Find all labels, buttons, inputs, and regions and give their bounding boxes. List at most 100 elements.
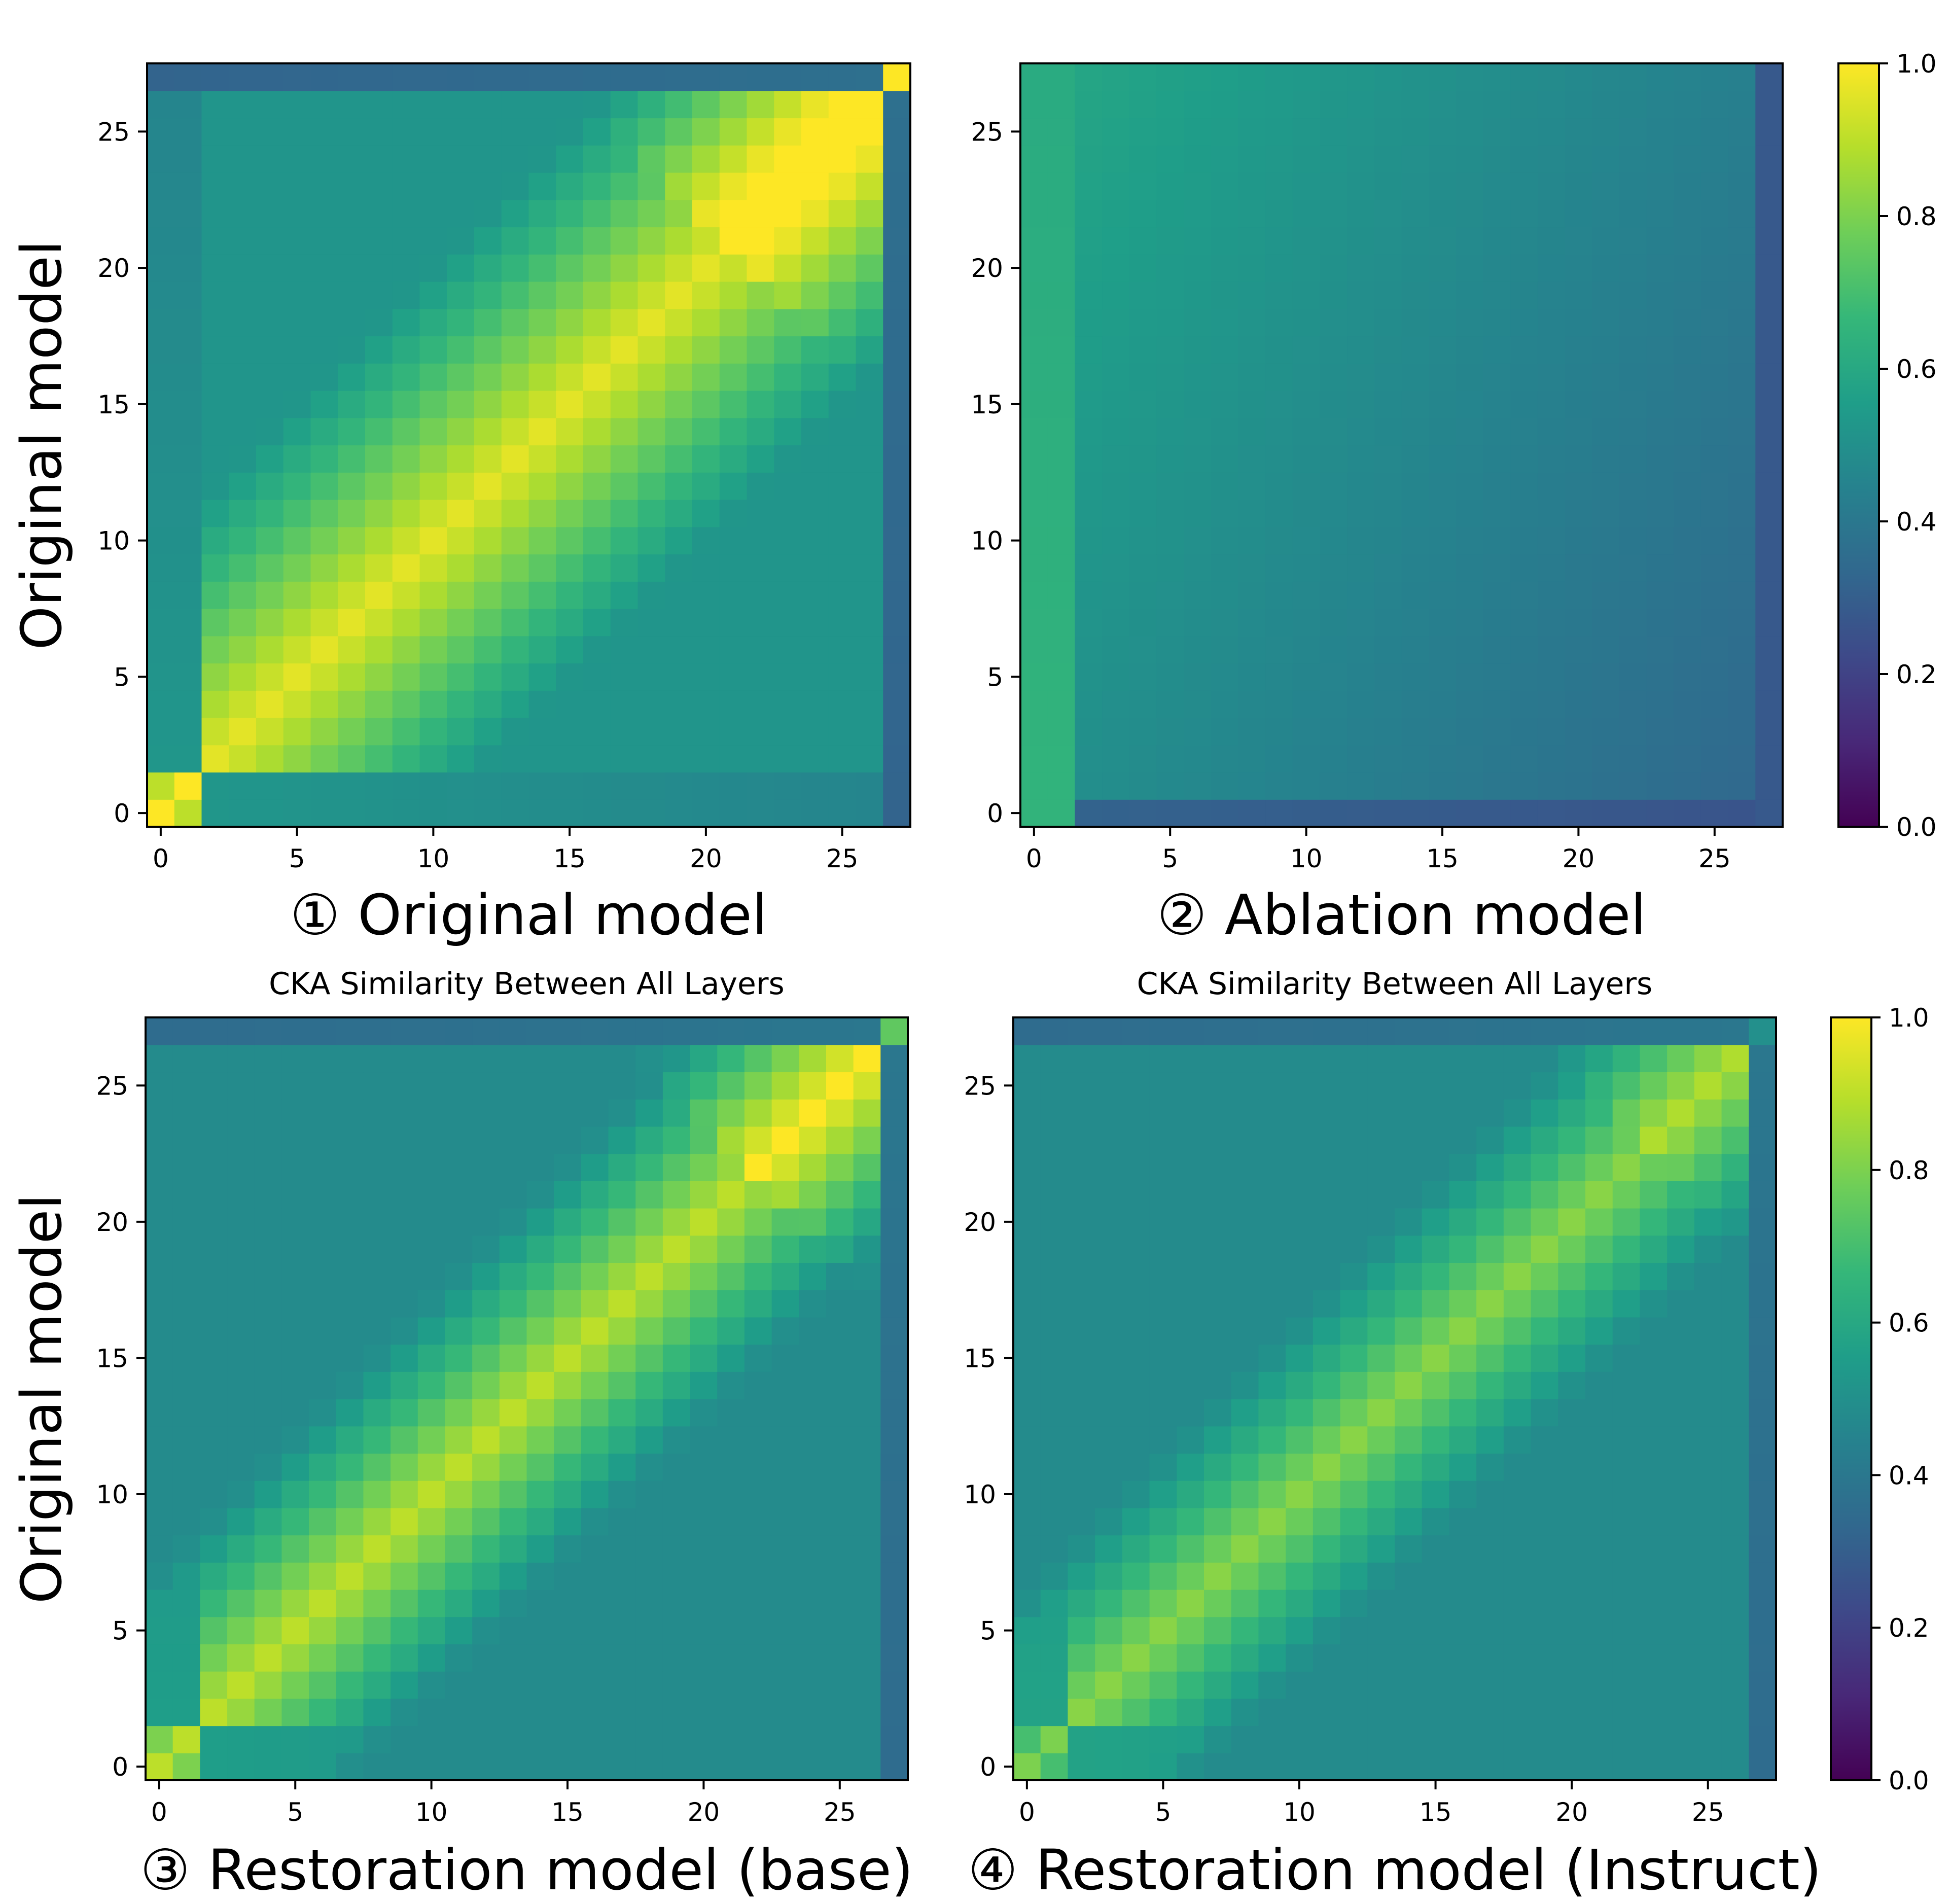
heatmap-cell	[1429, 254, 1457, 282]
heatmap-cell	[1149, 1698, 1177, 1726]
heatmap-cell	[1749, 1317, 1777, 1345]
heatmap-cell	[692, 609, 720, 637]
heatmap-cell	[1721, 1562, 1749, 1590]
heatmap-cell	[1347, 118, 1375, 146]
heatmap-cell	[1149, 1153, 1177, 1181]
heatmap-cell	[201, 417, 229, 446]
heatmap-cell	[1340, 1671, 1368, 1699]
heatmap-cell	[1700, 445, 1729, 473]
heatmap-cell	[1238, 745, 1266, 773]
x-axis-ticks: 0 5 10 15 20 25	[1019, 1780, 1724, 1827]
heatmap-cell	[474, 690, 502, 718]
heatmap-cell	[1340, 1480, 1368, 1508]
heatmap-cell	[1292, 636, 1321, 664]
heatmap-cell	[1184, 636, 1212, 664]
heatmap-cell	[1238, 718, 1266, 746]
heatmap-cell	[172, 1535, 200, 1563]
heatmap-cell	[883, 145, 911, 173]
heatmap-cell	[256, 281, 284, 309]
heatmap-cell	[200, 1371, 228, 1399]
heatmap-cell	[1265, 281, 1293, 309]
heatmap-cell	[227, 1616, 255, 1645]
heatmap-cell	[200, 1017, 228, 1045]
heatmap-cell	[1184, 500, 1212, 527]
x-tick-label: 0	[1026, 844, 1042, 873]
heatmap-cell	[363, 1371, 391, 1399]
heatmap-cell	[1231, 1616, 1259, 1645]
heatmap-cell	[1531, 1235, 1558, 1263]
heatmap-cell	[1674, 745, 1701, 773]
y-tick-label: 20	[964, 1208, 996, 1237]
heatmap-cell	[309, 1698, 337, 1726]
heatmap-cell	[1483, 745, 1511, 773]
heatmap-cell	[635, 1698, 663, 1726]
heatmap-cell	[200, 1480, 228, 1508]
heatmap-cell	[1122, 1698, 1150, 1726]
heatmap-cell	[853, 1590, 881, 1617]
heatmap-cell	[1320, 336, 1348, 364]
heatmap-cell	[608, 1698, 636, 1726]
heatmap-cell	[1320, 609, 1348, 637]
heatmap-cell	[801, 690, 829, 718]
heatmap-cell	[853, 1480, 881, 1508]
heatmap-cell	[744, 1044, 772, 1073]
heatmap-cell	[365, 718, 393, 746]
heatmap-cell	[254, 1562, 282, 1590]
heatmap-cell	[310, 417, 338, 446]
heatmap-cell	[419, 663, 447, 691]
heatmap-cell	[528, 90, 556, 119]
heatmap-cell	[637, 581, 665, 609]
heatmap-cell	[1177, 1317, 1204, 1345]
heatmap-cell	[499, 1698, 527, 1726]
heatmap-cell	[363, 1644, 391, 1672]
heatmap-cell	[610, 663, 639, 691]
x-axis-ticks: 0 5 10 15 20 25	[151, 1780, 856, 1827]
heatmap-cell	[1292, 772, 1321, 800]
heatmap-cell	[174, 308, 202, 337]
heatmap-cell	[556, 526, 584, 555]
heatmap-cell	[1286, 1480, 1314, 1508]
heatmap-cell	[283, 554, 311, 582]
heatmap-cell	[1258, 1590, 1286, 1617]
heatmap-cell	[744, 1235, 772, 1263]
heatmap-cell	[1156, 500, 1184, 527]
heatmap-cell	[365, 526, 393, 555]
heatmap-cell	[1231, 1371, 1259, 1399]
heatmap-cell	[637, 554, 665, 582]
heatmap-cell	[1694, 1426, 1722, 1454]
heatmap-cell	[801, 63, 829, 91]
heatmap-cell	[665, 391, 693, 418]
heatmap-cell	[1429, 554, 1457, 582]
heatmap-cell	[1102, 145, 1130, 173]
heatmap-cell	[363, 1399, 391, 1427]
heatmap-cell	[256, 718, 284, 746]
heatmap-cell	[419, 445, 447, 473]
heatmap-cell	[1347, 172, 1375, 200]
heatmap-cell	[528, 445, 556, 473]
heatmap-cell	[417, 1725, 446, 1753]
heatmap-cell	[501, 254, 529, 282]
heatmap-cell	[1456, 472, 1484, 500]
heatmap-cell	[581, 1153, 609, 1181]
heatmap-cell	[856, 745, 883, 773]
heatmap-cell	[1565, 609, 1592, 637]
heatmap-cell	[1204, 1181, 1232, 1209]
heatmap-cell	[1585, 1535, 1613, 1563]
heatmap-cell	[1075, 799, 1103, 827]
heatmap-cell	[554, 1181, 582, 1209]
heatmap-cell	[1612, 1453, 1641, 1481]
heatmap-cell	[1667, 1698, 1695, 1726]
heatmap-cell	[499, 1616, 527, 1645]
heatmap-cell	[1646, 472, 1674, 500]
heatmap-cell	[501, 690, 529, 718]
heatmap-cell	[1286, 1126, 1314, 1154]
heatmap-cell	[474, 145, 502, 173]
heatmap-cell	[1674, 145, 1701, 173]
heatmap-cell	[1068, 1262, 1095, 1290]
heatmap-cell	[201, 636, 229, 664]
heatmap-cell	[499, 1371, 527, 1399]
heatmap-cell	[1592, 663, 1620, 691]
heatmap-cell	[1558, 1753, 1586, 1781]
heatmap-cell	[826, 1562, 854, 1590]
